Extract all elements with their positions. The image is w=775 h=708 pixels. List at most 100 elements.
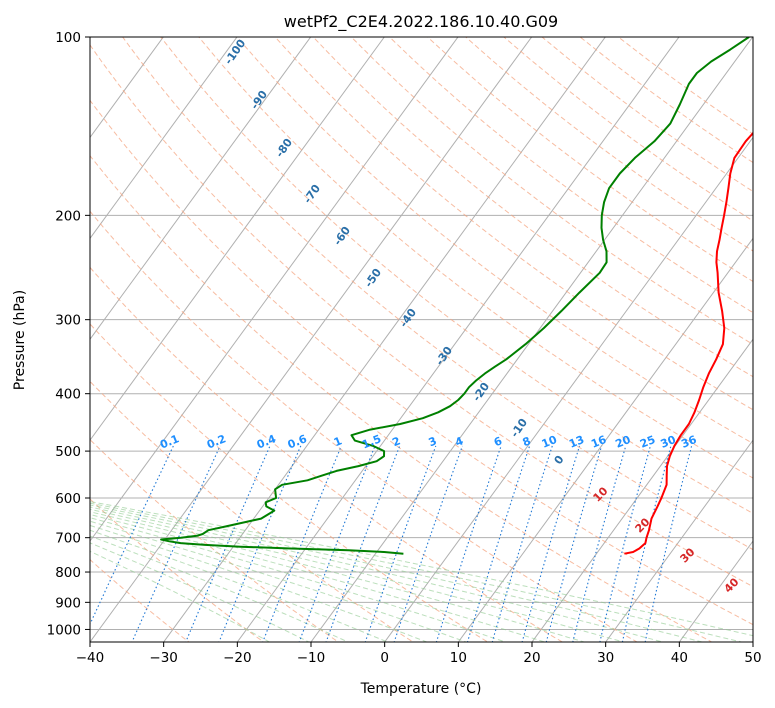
dry-adiabat bbox=[90, 380, 414, 642]
isotherm bbox=[752, 641, 753, 642]
dry-adiabat bbox=[90, 438, 340, 642]
y-tick-label: 300 bbox=[55, 313, 81, 329]
chart-title: wetPf2_C2E4.2022.186.10.40.G09 bbox=[284, 12, 558, 32]
isotherm bbox=[457, 237, 753, 642]
mixing-ratio-label: 0.6 bbox=[286, 432, 309, 451]
mixing-ratio-label: 16 bbox=[589, 433, 608, 451]
moist-adiabat bbox=[90, 529, 389, 642]
mixing-ratio-line bbox=[325, 445, 401, 642]
moist-adiabat bbox=[90, 501, 753, 637]
dry-adiabat bbox=[90, 210, 639, 642]
dry-adiabat bbox=[90, 99, 753, 626]
isotherm bbox=[90, 37, 385, 442]
moist-adiabat-label: 10 bbox=[591, 484, 611, 504]
mixing-ratio-line bbox=[364, 445, 437, 642]
moist-adiabat bbox=[90, 542, 310, 642]
mixing-ratio-line bbox=[298, 445, 376, 642]
moist-adiabat-label: 30 bbox=[678, 545, 698, 565]
mixing-ratio-label: 2 bbox=[390, 434, 402, 449]
y-tick-label: 600 bbox=[55, 491, 81, 507]
dry-adiabat-label: 0 bbox=[552, 453, 567, 467]
x-axis-label: Temperature (°C) bbox=[360, 681, 482, 697]
moist-adiabat bbox=[90, 550, 271, 642]
temperature-trace bbox=[624, 131, 753, 555]
y-tick-label: 200 bbox=[55, 208, 81, 224]
y-tick-label: 900 bbox=[55, 595, 81, 611]
x-tick-label: −40 bbox=[76, 650, 105, 666]
x-tick-label: −10 bbox=[297, 650, 326, 666]
mixing-ratio-line bbox=[131, 445, 221, 642]
moist-adiabat bbox=[90, 524, 429, 642]
x-tick-label: −20 bbox=[223, 650, 252, 666]
dry-adiabat bbox=[274, 37, 753, 411]
dry-adiabat bbox=[541, 37, 753, 193]
isotherm bbox=[90, 37, 164, 139]
mixing-ratio-label: 25 bbox=[638, 433, 657, 451]
dry-adiabat bbox=[388, 37, 753, 314]
moist-adiabat bbox=[90, 517, 507, 642]
moist-adiabat-label: 20 bbox=[633, 515, 653, 535]
mixing-ratio-line bbox=[621, 445, 672, 642]
x-tick-label: 40 bbox=[671, 650, 688, 666]
dry-adiabat-label: -60 bbox=[331, 224, 353, 248]
dry-adiabat bbox=[90, 558, 190, 642]
dry-adiabat bbox=[426, 37, 753, 283]
isotherm bbox=[90, 37, 312, 341]
mixing-ratio-label: 0.2 bbox=[205, 432, 228, 451]
dry-adiabat bbox=[90, 498, 265, 642]
dewpoint-trace bbox=[160, 37, 750, 555]
mixing-ratio-label: 4 bbox=[453, 434, 465, 449]
dry-adiabat bbox=[160, 37, 753, 514]
mixing-ratio-label: 30 bbox=[659, 433, 678, 451]
dry-adiabat bbox=[350, 37, 753, 345]
mixing-ratio-line bbox=[435, 445, 502, 642]
dry-adiabat-label: -40 bbox=[397, 306, 419, 330]
background-lines bbox=[90, 37, 753, 642]
moist-adiabat bbox=[90, 502, 744, 642]
y-tick-label: 1000 bbox=[47, 622, 81, 638]
y-tick-label: 500 bbox=[55, 444, 81, 460]
moist-adiabat bbox=[90, 513, 547, 642]
isotherm bbox=[605, 439, 753, 642]
isotherm bbox=[310, 37, 753, 642]
dry-adiabat-label: -50 bbox=[362, 266, 384, 290]
x-tick-label: 10 bbox=[450, 650, 467, 666]
mixing-ratio-line bbox=[185, 445, 271, 642]
profile-traces bbox=[160, 37, 753, 555]
moist-adiabat bbox=[90, 506, 665, 642]
y-axis-ticks: 100 200 300 400 500 600 700 800 900 1000 bbox=[47, 30, 90, 638]
x-tick-label: 50 bbox=[744, 650, 761, 666]
x-tick-label: 0 bbox=[380, 650, 389, 666]
mixing-ratio-labels: 0.1 0.2 0.4 0.6 1 1.5 2 3 4 6 8 10 13 16 20 25 30 36 bbox=[158, 432, 699, 451]
mixing-ratio-line bbox=[491, 445, 553, 642]
mixing-ratio-line bbox=[599, 445, 651, 642]
dry-adiabat-label: -90 bbox=[248, 88, 270, 112]
mixing-ratio-line bbox=[393, 445, 463, 642]
mixing-ratio-label: 10 bbox=[540, 433, 559, 451]
moist-adiabat bbox=[90, 535, 350, 642]
x-axis-ticks: −40 −30 −20 −10 0 10 20 30 40 50 bbox=[76, 642, 762, 666]
dry-adiabat bbox=[312, 37, 753, 378]
mixing-ratio-line bbox=[521, 445, 581, 642]
mixing-ratio-label: 20 bbox=[613, 433, 632, 451]
mixing-ratio-line bbox=[572, 445, 627, 642]
isotherm bbox=[531, 338, 753, 642]
isotherm bbox=[90, 37, 459, 542]
dry-adiabat-label: -70 bbox=[301, 182, 323, 206]
mixing-ratio-label: 36 bbox=[679, 433, 698, 451]
y-tick-label: 700 bbox=[55, 531, 81, 547]
y-tick-label: 400 bbox=[55, 387, 81, 403]
moist-adiabat bbox=[90, 520, 468, 642]
moist-adiabat-label: 40 bbox=[722, 575, 742, 595]
isotherm bbox=[236, 37, 680, 642]
mixing-ratio-label: 0.4 bbox=[255, 432, 278, 451]
mixing-ratio-label: 3 bbox=[427, 434, 439, 449]
dry-adiabat bbox=[90, 323, 489, 642]
mixing-ratio-label: 0.1 bbox=[158, 432, 181, 451]
y-tick-label: 800 bbox=[55, 565, 81, 581]
dry-adiabat bbox=[121, 37, 753, 551]
dry-adiabat bbox=[90, 154, 713, 642]
y-axis-label: Pressure (hPa) bbox=[12, 290, 28, 390]
mixing-ratio-line bbox=[90, 445, 174, 626]
